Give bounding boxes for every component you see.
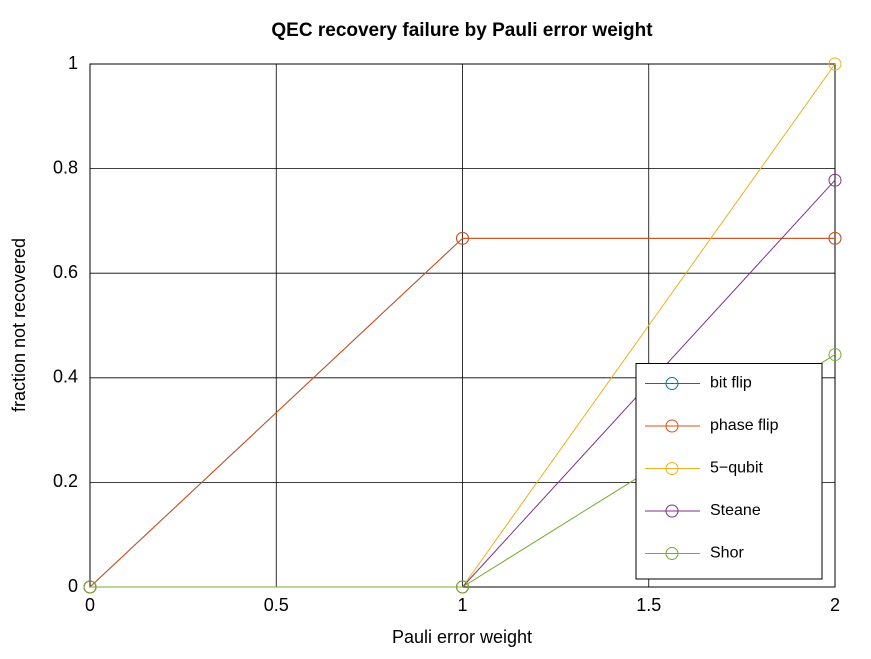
- legend-label: Steane: [710, 502, 761, 519]
- legend-label: 5−qubit: [710, 460, 763, 477]
- point-marker: [456, 580, 469, 594]
- legend-marker: [665, 504, 679, 518]
- y-tick-label: 0.4: [53, 367, 78, 387]
- point-marker: [828, 348, 842, 362]
- legend-marker: [665, 377, 679, 390]
- legend-label: Shor: [710, 545, 744, 562]
- x-tick-label: 0.5: [264, 595, 289, 615]
- legend-label: bit flip: [710, 375, 752, 392]
- legend-marker: [665, 419, 679, 433]
- y-axis-label: fraction not recovered: [9, 238, 29, 412]
- legend-label: phase flip: [710, 417, 779, 434]
- point-marker: [828, 57, 842, 71]
- point-marker: [456, 231, 469, 245]
- legend-marker: [665, 462, 679, 475]
- point-marker: [83, 580, 97, 594]
- y-tick-label: 0.2: [53, 471, 78, 491]
- x-tick-label: 1: [457, 595, 467, 615]
- point-marker: [828, 173, 842, 187]
- y-tick-label: 1: [68, 53, 78, 73]
- y-tick-label: 0: [68, 576, 78, 596]
- legend-marker: [665, 547, 679, 560]
- x-axis-label: Pauli error weight: [392, 627, 532, 647]
- point-marker: [828, 231, 842, 245]
- x-tick-label: 0: [85, 595, 95, 615]
- y-tick-label: 0.8: [53, 157, 78, 177]
- y-tick-label: 0.6: [53, 262, 78, 282]
- x-tick-label: 1.5: [636, 595, 661, 615]
- x-tick-label: 2: [830, 595, 840, 615]
- legend: bit flip phase flip 5−qubit Steane Shor: [635, 363, 823, 580]
- chart-title: QEC recovery failure by Pauli error weig…: [271, 20, 653, 41]
